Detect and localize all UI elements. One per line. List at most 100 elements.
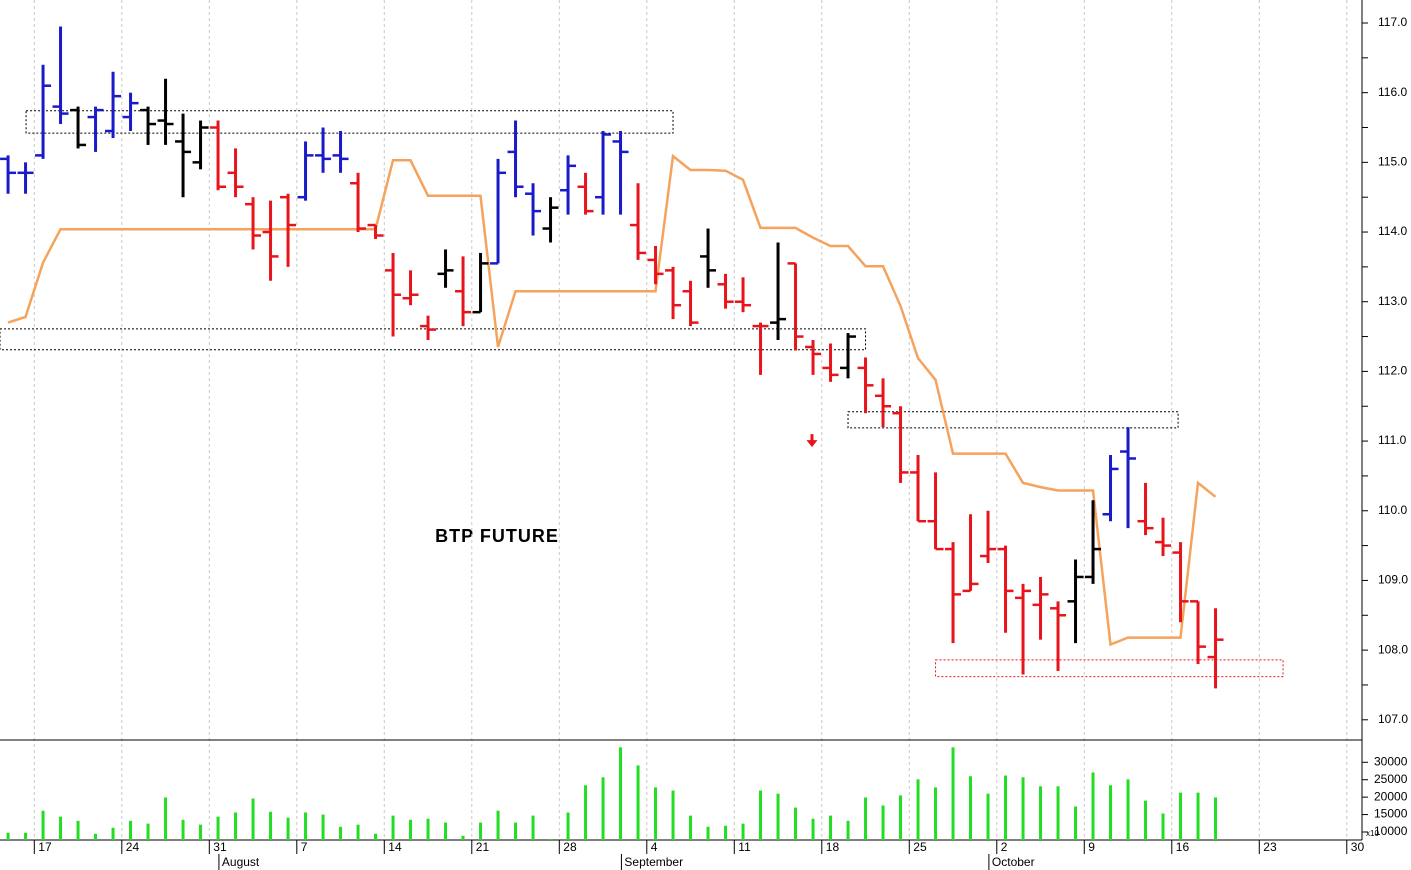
y-tick-label: 110.0 bbox=[1378, 503, 1407, 517]
volume-bar bbox=[654, 787, 658, 840]
x-tick-label: 14 bbox=[388, 840, 402, 854]
volume-bar bbox=[251, 798, 255, 840]
volume-bar bbox=[1214, 797, 1218, 840]
y2-tick-label: 15000 bbox=[1374, 807, 1408, 821]
volume-bar bbox=[1039, 786, 1043, 840]
volume-bar bbox=[356, 824, 360, 840]
volume-bar bbox=[374, 833, 378, 840]
x-tick-label: 4 bbox=[651, 840, 658, 854]
volume-bar bbox=[566, 812, 570, 840]
volume-bar bbox=[479, 822, 483, 840]
volume-bar bbox=[864, 797, 868, 840]
volume-bar bbox=[811, 818, 815, 840]
volume-bar bbox=[986, 793, 990, 840]
volume-bar bbox=[1144, 800, 1148, 840]
volume-bar bbox=[199, 824, 203, 840]
x-tick-label: 18 bbox=[826, 840, 840, 854]
x-tick-label: 23 bbox=[1263, 840, 1277, 854]
volume-bar bbox=[1056, 786, 1060, 840]
volume-bar bbox=[1196, 792, 1200, 840]
zone bbox=[847, 411, 1179, 429]
month-label: October bbox=[992, 855, 1035, 869]
volume-bar bbox=[76, 820, 80, 840]
volume-bar bbox=[846, 820, 850, 840]
y2-tick-label: 25000 bbox=[1374, 772, 1408, 786]
volume-bar bbox=[269, 811, 273, 840]
volume-bar bbox=[6, 832, 10, 840]
volume-bar bbox=[636, 765, 640, 840]
x-tick-label: 7 bbox=[301, 840, 308, 854]
volume-bar bbox=[1074, 806, 1078, 840]
y-tick-label: 108.0 bbox=[1378, 642, 1408, 656]
volume-bar bbox=[1161, 813, 1165, 840]
volume-bar bbox=[304, 812, 308, 840]
volume-bar bbox=[234, 812, 238, 840]
x-tick-label: 21 bbox=[476, 840, 490, 854]
volume-bar bbox=[1179, 792, 1183, 840]
x-tick-label: 16 bbox=[1176, 840, 1190, 854]
volume-bar bbox=[444, 822, 448, 840]
y-tick-label: 113.0 bbox=[1378, 294, 1407, 308]
volume-bar bbox=[1109, 785, 1113, 840]
volume-bar bbox=[934, 787, 938, 840]
volume-bar bbox=[426, 818, 430, 840]
y2-tick-label: 10000 bbox=[1374, 824, 1408, 838]
x-tick-label: 31 bbox=[213, 840, 227, 854]
y-tick-label: 111.0 bbox=[1378, 433, 1407, 447]
volume-bar bbox=[724, 825, 728, 840]
volume-bar bbox=[41, 810, 45, 840]
volume-bar bbox=[496, 810, 500, 840]
volume-bar bbox=[129, 820, 133, 840]
x-tick-label: 28 bbox=[563, 840, 577, 854]
volume-bar bbox=[391, 815, 395, 840]
volume-bar bbox=[111, 827, 115, 840]
volume-bar bbox=[181, 819, 185, 840]
volume-bar bbox=[1004, 775, 1008, 840]
y-tick-label: 115.0 bbox=[1378, 155, 1407, 169]
volume-bar bbox=[1091, 772, 1095, 840]
volume-bar bbox=[321, 814, 325, 840]
volume-bar bbox=[899, 795, 903, 840]
volume-bar bbox=[829, 815, 833, 840]
volume-bar bbox=[969, 776, 973, 840]
volume-bar bbox=[671, 790, 675, 840]
month-label: September bbox=[624, 855, 683, 869]
volume-bar bbox=[794, 807, 798, 840]
volume-bar bbox=[216, 816, 220, 840]
volume-bar bbox=[916, 779, 920, 840]
chart-title: BTP FUTURE bbox=[435, 526, 559, 546]
volume-bar bbox=[286, 817, 290, 840]
month-label: August bbox=[222, 855, 260, 869]
volume-bar bbox=[619, 747, 623, 840]
volume-bar bbox=[531, 815, 535, 840]
volume-bar bbox=[951, 747, 955, 840]
volume-bar bbox=[164, 797, 168, 840]
signal-arrow bbox=[806, 434, 818, 448]
volume-bar bbox=[94, 833, 98, 840]
x-tick-label: 9 bbox=[1088, 840, 1095, 854]
x-tick-label: 2 bbox=[1001, 840, 1008, 854]
volume-bar bbox=[461, 835, 465, 840]
volume-bar bbox=[881, 805, 885, 840]
y-tick-label: 112.0 bbox=[1378, 364, 1407, 378]
y-tick-label: 116.0 bbox=[1378, 85, 1407, 99]
volume-bar bbox=[776, 793, 780, 840]
volume-bar bbox=[689, 815, 693, 840]
volume-bar bbox=[741, 823, 745, 840]
volume-bar bbox=[1021, 777, 1025, 840]
y-tick-label: 109.0 bbox=[1378, 573, 1408, 587]
zone bbox=[25, 110, 674, 134]
y-tick-label: 114.0 bbox=[1378, 224, 1407, 238]
y2-multiplier: x10 bbox=[1366, 829, 1379, 838]
volume-bar bbox=[601, 777, 605, 840]
volume-bar bbox=[1126, 779, 1130, 840]
volume-bar bbox=[146, 823, 150, 840]
y2-tick-label: 30000 bbox=[1374, 754, 1408, 768]
volume-bar bbox=[549, 838, 553, 840]
volume-bar bbox=[339, 826, 343, 840]
volume-bar bbox=[24, 832, 28, 840]
stop-line bbox=[7, 153, 1217, 647]
volume-bar bbox=[409, 819, 413, 840]
